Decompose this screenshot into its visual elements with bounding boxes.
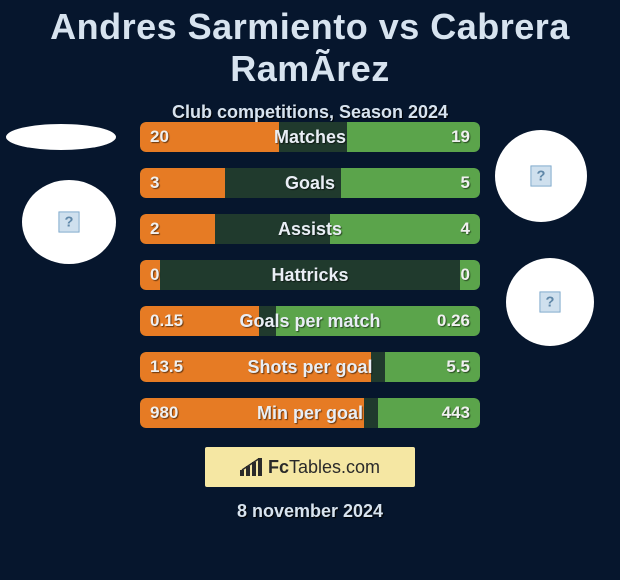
stat-label: Shots per goal <box>140 352 480 382</box>
stat-value-left: 2 <box>150 214 159 244</box>
stat-row: Goals3 5 <box>140 168 480 198</box>
stat-label: Matches <box>140 122 480 152</box>
stat-row: Shots per goal13.5 5.5 <box>140 352 480 382</box>
player-left-avatar: ? <box>22 180 116 264</box>
stat-value-left: 20 <box>150 122 169 152</box>
placeholder-icon: ? <box>530 165 552 187</box>
stat-row: Matches20 19 <box>140 122 480 152</box>
watermark-text-light: Tables.com <box>289 457 380 477</box>
stat-label: Goals <box>140 168 480 198</box>
stat-value-right: 5 <box>461 168 470 198</box>
footer-date: 8 november 2024 <box>0 501 620 522</box>
player-right-avatar-2: ? <box>506 258 594 346</box>
stat-row: Assists2 4 <box>140 214 480 244</box>
svg-text:?: ? <box>537 169 546 185</box>
placeholder-icon: ? <box>58 211 80 233</box>
watermark-logo: FcTables.com <box>205 447 415 487</box>
stat-value-right: 0.26 <box>437 306 470 336</box>
stat-value-left: 3 <box>150 168 159 198</box>
stat-value-left: 0 <box>150 260 159 290</box>
stat-row: Hattricks0 0 <box>140 260 480 290</box>
stat-label: Hattricks <box>140 260 480 290</box>
stat-row: Min per goal980 443 <box>140 398 480 428</box>
page-subtitle: Club competitions, Season 2024 <box>0 90 620 123</box>
stat-label: Assists <box>140 214 480 244</box>
player-left-ellipse <box>6 124 116 150</box>
watermark-text: FcTables.com <box>268 457 380 478</box>
stat-label: Goals per match <box>140 306 480 336</box>
stat-value-right: 443 <box>442 398 470 428</box>
stat-label: Min per goal <box>140 398 480 428</box>
player-right-avatar-1: ? <box>495 130 587 222</box>
svg-text:?: ? <box>546 295 555 311</box>
stat-row: Goals per match0.15 0.26 <box>140 306 480 336</box>
comparison-chart: Matches20 19 Goals3 5 Assists2 4 Hattricks0 0 Go… <box>140 122 480 444</box>
chart-bars-icon <box>240 458 264 476</box>
stat-value-right: 19 <box>451 122 470 152</box>
stat-value-right: 5.5 <box>446 352 470 382</box>
svg-text:?: ? <box>65 215 74 231</box>
page-title: Andres Sarmiento vs Cabrera RamÃ­rez <box>0 0 620 90</box>
watermark-text-bold: Fc <box>268 457 289 477</box>
stat-value-left: 980 <box>150 398 178 428</box>
stat-value-left: 13.5 <box>150 352 183 382</box>
stat-value-left: 0.15 <box>150 306 183 336</box>
stat-value-right: 4 <box>461 214 470 244</box>
placeholder-icon: ? <box>539 291 561 313</box>
stat-value-right: 0 <box>461 260 470 290</box>
